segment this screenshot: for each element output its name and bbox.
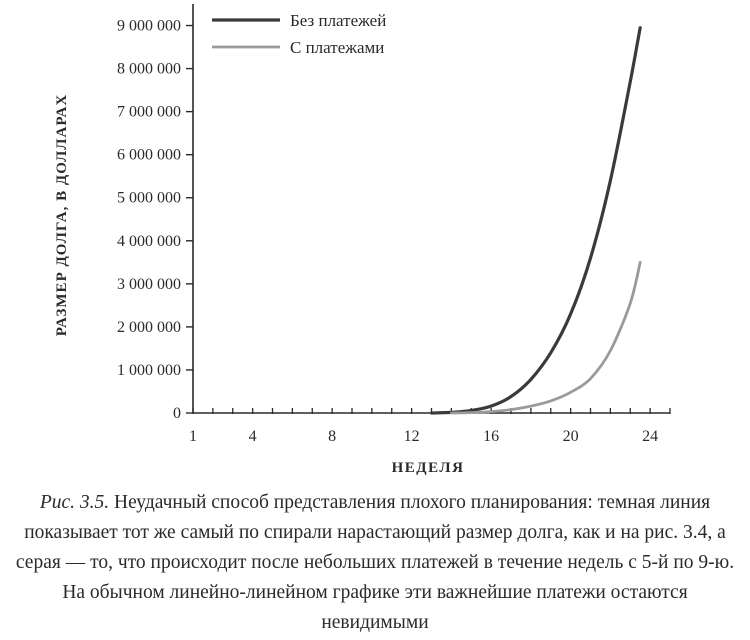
- series-line-no-payments: [429, 26, 642, 415]
- x-tick-label: 12: [404, 428, 420, 445]
- y-tick-label: 7 000 000: [117, 104, 181, 121]
- x-axis-label: НЕДЕЛЯ: [392, 460, 465, 476]
- series-lines: [429, 26, 642, 415]
- figure-caption: Рис. 3.5. Неудачный способ представления…: [10, 488, 740, 638]
- y-tick-label: 9 000 000: [117, 18, 181, 35]
- y-tick-label: 6 000 000: [117, 147, 181, 164]
- legend: Без платежей С платежами: [212, 11, 386, 57]
- y-axis-label: РАЗМЕР ДОЛГА, В ДОЛЛАРАХ: [54, 94, 70, 336]
- y-tick-label: 8 000 000: [117, 61, 181, 78]
- legend-label: С платежами: [290, 38, 384, 57]
- y-tick-label: 3 000 000: [117, 276, 181, 293]
- caption-text: Неудачный способ представления плохого п…: [15, 492, 735, 633]
- y-tick-label: 4 000 000: [117, 233, 181, 250]
- x-tick-label: 4: [249, 428, 257, 445]
- x-axis-ticks: 1 4 8 12 16 20 24: [189, 408, 671, 445]
- x-tick-label: 1: [189, 428, 197, 445]
- y-tick-label: 5 000 000: [117, 190, 181, 207]
- debt-line-chart: 0 1 000 000 2 000 000 3 000 000 4 000 000 5 0…: [54, 4, 671, 476]
- figure-reference: Рис. 3.5.: [39, 492, 110, 513]
- y-axis-ticks: 0 1 000 000 2 000 000 3 000 000 4 000 000 5 0…: [117, 18, 193, 422]
- legend-label: Без платежей: [290, 11, 386, 30]
- y-tick-label: 1 000 000: [117, 362, 181, 379]
- x-tick-label: 20: [563, 428, 579, 445]
- y-tick-label: 2 000 000: [117, 319, 181, 336]
- x-tick-label: 24: [642, 428, 658, 445]
- axes: [192, 4, 670, 414]
- x-tick-label: 8: [328, 428, 336, 445]
- series-line-with-payments: [450, 260, 642, 415]
- y-tick-label: 0: [173, 405, 181, 422]
- x-tick-label: 16: [483, 428, 499, 445]
